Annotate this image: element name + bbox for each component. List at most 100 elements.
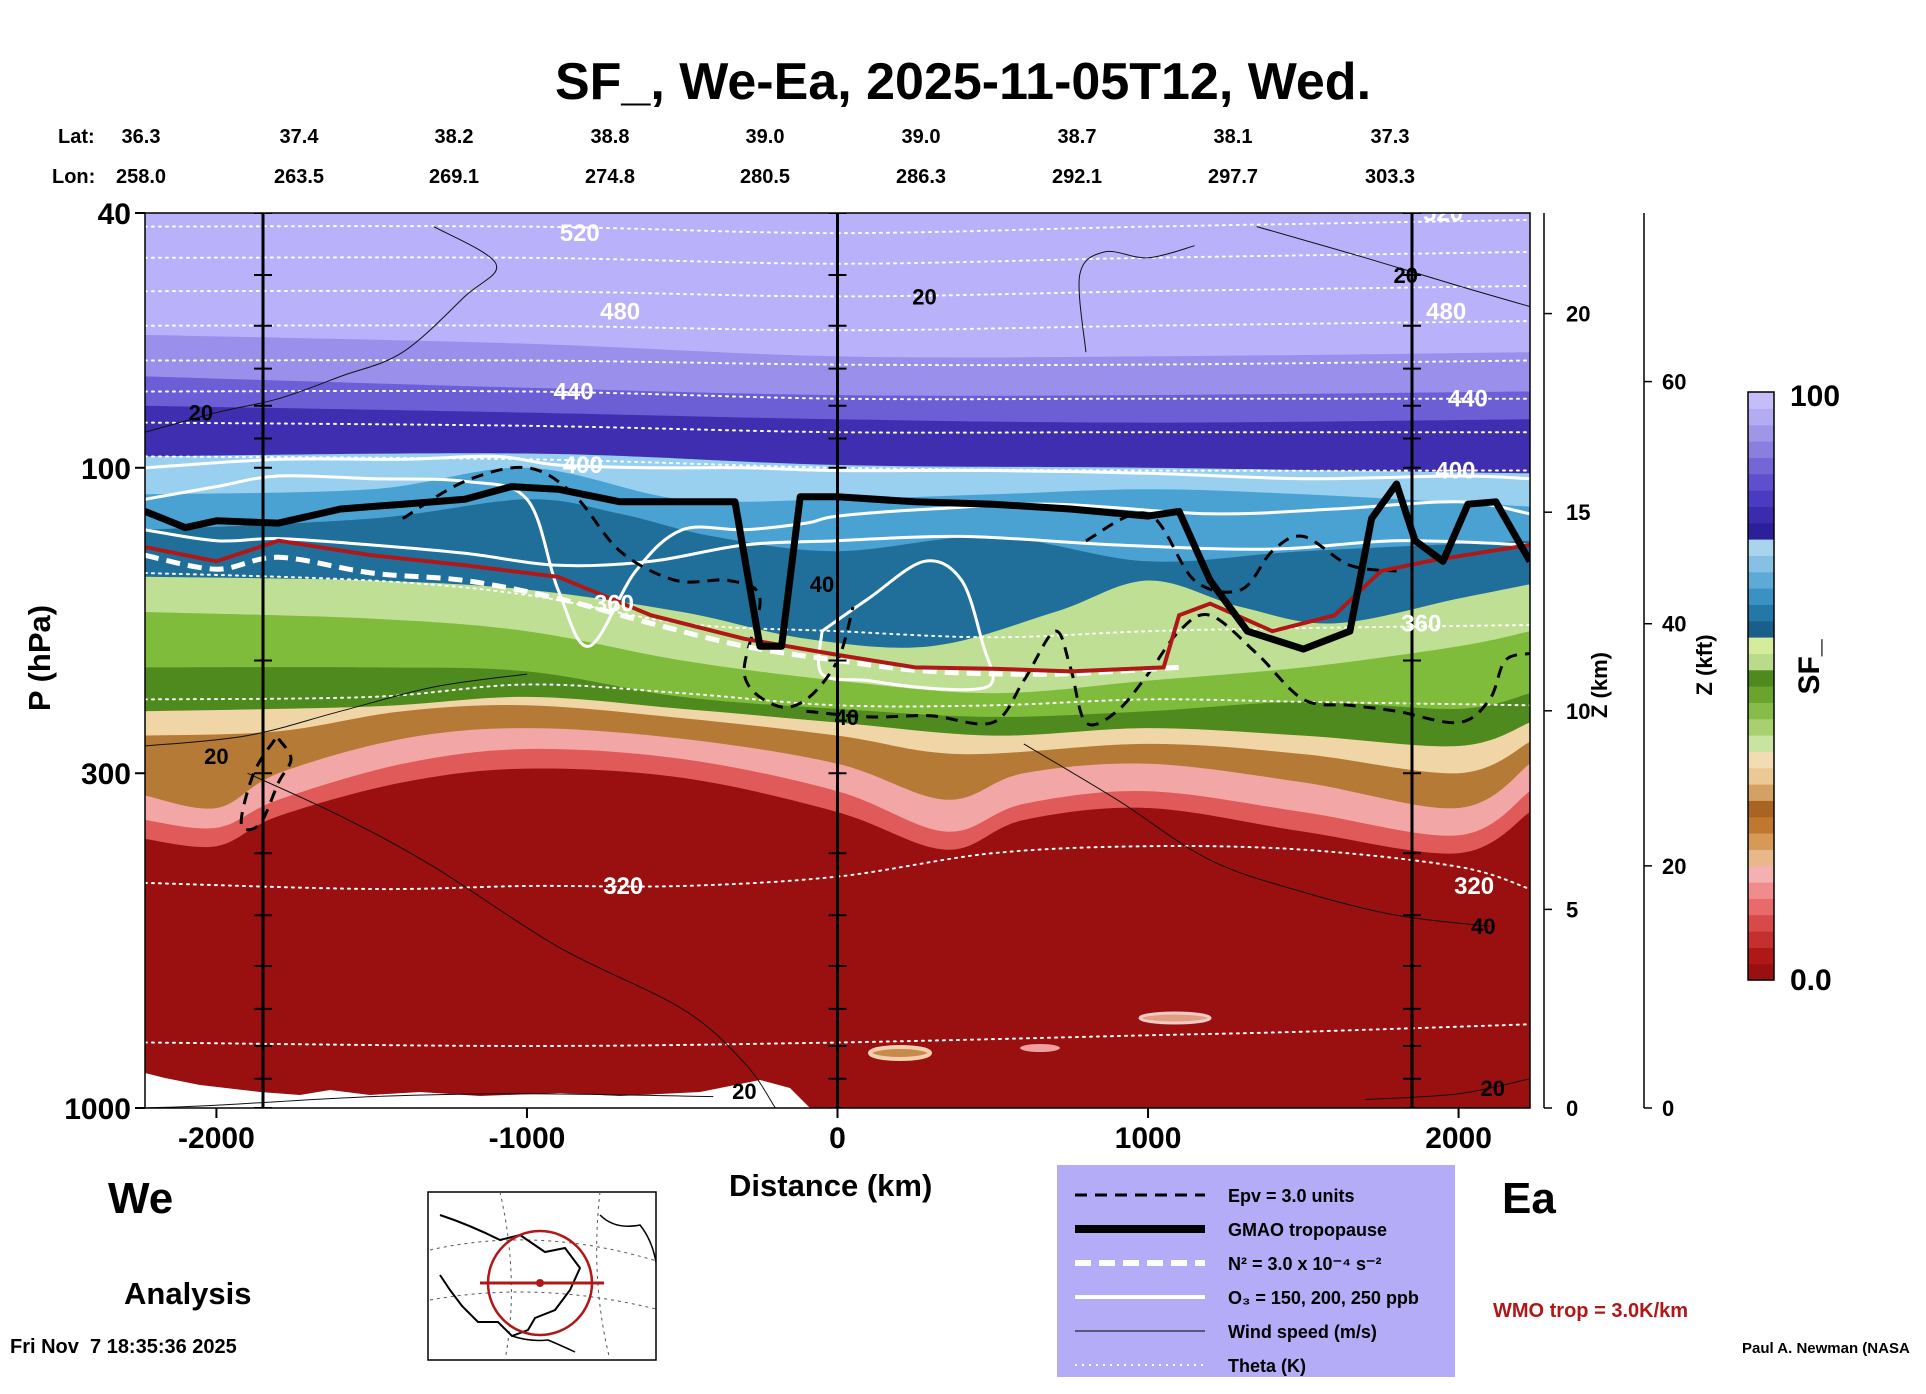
colorbar-swatch [1748, 784, 1774, 801]
wind-contour [145, 1093, 714, 1108]
legend-box [1057, 1165, 1455, 1377]
surface-blob [1138, 1011, 1212, 1025]
colorbar-swatch [1748, 751, 1774, 769]
colorbar: 100 0.0 [1747, 380, 1840, 997]
legend-label: GMAO tropopause [1228, 1220, 1387, 1240]
lat-tick-label: 37.4 [279, 126, 319, 148]
wind-contour [1078, 245, 1195, 353]
z-kft-tick-label: 40 [1662, 612, 1686, 637]
colorbar-swatch [1748, 490, 1774, 507]
colorbar-swatch [1748, 702, 1774, 720]
wind-contour [1256, 226, 1530, 308]
wind-contour [145, 226, 498, 433]
wind-label: 20 [189, 401, 213, 426]
theta-label: 520 [1423, 200, 1463, 227]
lon-tick-label: 269.1 [428, 166, 480, 188]
colorbar-swatch [1748, 767, 1774, 785]
wind-label: 40 [810, 572, 834, 597]
colorbar-swatch [1748, 931, 1774, 948]
colorbar-swatch [1748, 473, 1774, 491]
lat-tick-label: 38.8 [590, 126, 630, 148]
z-km-tick-label: 5 [1566, 897, 1578, 922]
epv-contour [239, 737, 293, 832]
lon-tick-label: 263.5 [273, 166, 325, 188]
colorbar-max-label: 100 [1790, 380, 1840, 413]
y-tick-label: 1000 [64, 1093, 131, 1126]
colorbar-swatch [1748, 555, 1774, 573]
east-label: Ea [1502, 1174, 1556, 1223]
o3-contour [145, 474, 1530, 648]
wind-label: 20 [1480, 1076, 1504, 1101]
inset-gridline [499, 1192, 512, 1360]
colorbar-title: SF_ [1793, 639, 1826, 695]
legend-label: Wind speed (m/s) [1228, 1322, 1377, 1342]
z-kft-axis-title: Z (kft) [1692, 634, 1717, 696]
theta-label: 320 [603, 873, 643, 900]
colorbar-swatch [1748, 865, 1774, 883]
analysis-label: Analysis [124, 1276, 252, 1311]
y-tick-label: 40 [98, 198, 131, 231]
x-tick-label: 2000 [1425, 1122, 1492, 1155]
wmo-note: WMO trop = 3.0K/km [1493, 1300, 1689, 1322]
theta-label: 440 [554, 378, 594, 405]
wind-label: 20 [732, 1079, 756, 1104]
inset-gridline [429, 1239, 656, 1262]
colorbar-swatch [1748, 735, 1774, 752]
contour-lines [145, 213, 1530, 1108]
lat-tick-label: 37.3 [1370, 126, 1410, 148]
legend-label: Epv = 3.0 units [1228, 1186, 1355, 1206]
lon-tick-label: 292.1 [1051, 166, 1103, 188]
n2-line [145, 552, 1180, 677]
colorbar-swatch [1748, 963, 1774, 981]
inset-content [429, 1192, 656, 1360]
colorbar-swatch [1748, 849, 1774, 867]
colorbar-swatch [1748, 947, 1774, 965]
y-tick-label: 100 [81, 453, 131, 486]
contour-labels: 520 480 440 400 360 320 520 480 440 400 360 320 20 20… [189, 200, 1505, 1104]
inset-gridline [596, 1192, 611, 1360]
colorbar-swatch [1748, 882, 1774, 899]
x-axis-title: Distance (km) [729, 1168, 933, 1203]
z-km-tick-label: 20 [1566, 302, 1590, 327]
colorbar-swatch [1748, 588, 1774, 605]
wind-contour [247, 772, 776, 1108]
axes: -2000 -1000 0 1000 2000 40 100 300 1000 0 5 10 15 20 0… [64, 198, 1686, 1155]
colorbar-swatch [1748, 392, 1774, 409]
inset-coastline [599, 1214, 656, 1263]
colorbar-frame [1747, 391, 1775, 981]
lat-tick-label: 36.3 [121, 126, 161, 148]
colorbar-swatch [1748, 604, 1774, 622]
lat-tick-label: 38.2 [434, 126, 474, 148]
z-km-axis-title: Z (km) [1587, 652, 1612, 718]
inset-coastline [439, 1214, 582, 1338]
inset-frame [427, 1191, 657, 1361]
colorbar-swatch [1748, 833, 1774, 850]
z-kft-tick-label: 0 [1662, 1096, 1674, 1121]
colorbar-swatch [1748, 620, 1774, 638]
x-tick-label: -2000 [178, 1122, 255, 1155]
colorbar-swatch [1748, 686, 1774, 703]
wind-contour [145, 673, 528, 747]
inset-map [427, 1191, 657, 1361]
legend: Epv = 3.0 units GMAO tropopause N² = 3.0 x… [1057, 1165, 1455, 1377]
colorbar-swatch [1748, 441, 1774, 458]
lon-row-label: Lon: [52, 166, 96, 188]
x-tick-label: 0 [829, 1122, 846, 1155]
colorbar-min-label: 0.0 [1790, 964, 1832, 997]
z-kft-tick-label: 60 [1662, 370, 1686, 395]
lat-tick-label: 38.1 [1213, 126, 1253, 148]
chart-title: SF_, We-Ea, 2025-11-05T12, Wed. [554, 53, 1372, 111]
surface-blob [1020, 1044, 1060, 1052]
lat-tick-label: 39.0 [901, 126, 941, 148]
legend-label: O₃ = 150, 200, 250 ppb [1228, 1288, 1419, 1308]
lon-tick-label: 274.8 [584, 166, 636, 188]
z-kft-tick-label: 20 [1662, 854, 1686, 879]
theta-label: 480 [1426, 298, 1466, 325]
colorbar-swatch [1748, 914, 1774, 932]
west-label: We [108, 1174, 174, 1223]
z-km-tick-label: 10 [1566, 699, 1590, 724]
o3-contour [145, 528, 1530, 568]
legend-label: Theta (K) [1228, 1356, 1306, 1376]
colorbar-swatch [1748, 898, 1774, 916]
